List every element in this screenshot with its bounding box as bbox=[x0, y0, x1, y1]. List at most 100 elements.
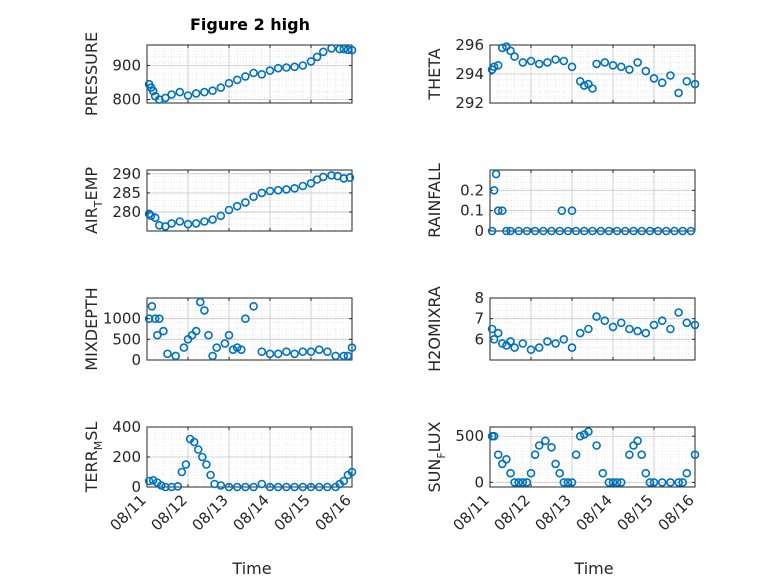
data-point bbox=[510, 52, 519, 61]
data-point bbox=[148, 86, 158, 96]
data-point bbox=[290, 349, 299, 359]
data-point bbox=[649, 478, 659, 487]
y-tick-label: 500 bbox=[112, 330, 141, 348]
data-point bbox=[298, 482, 308, 492]
data-point bbox=[657, 316, 667, 326]
data-point bbox=[616, 478, 626, 487]
x-tick-label: 08/15 bbox=[614, 491, 657, 534]
data-point bbox=[241, 198, 250, 207]
data-point bbox=[641, 66, 651, 76]
data-point bbox=[489, 62, 499, 72]
y-tick-label: 296 bbox=[455, 36, 484, 54]
data-point bbox=[641, 468, 651, 478]
data-point bbox=[290, 482, 299, 492]
x-tick-label: 08/14 bbox=[573, 491, 616, 534]
y-axis-label: H2OMIXRA bbox=[425, 286, 444, 372]
data-point bbox=[179, 343, 189, 352]
data-point bbox=[555, 468, 565, 478]
data-point bbox=[616, 62, 626, 72]
data-point bbox=[514, 478, 524, 487]
data-point bbox=[249, 301, 258, 311]
data-point bbox=[612, 226, 622, 236]
data-point bbox=[298, 181, 308, 191]
panel-sun-flux: 0 500 SUNFLUX08/1108/1208/1308/1408/1508/1… bbox=[425, 421, 700, 534]
panel-rainfall: 0 0.1 0.2 RAINFALL bbox=[425, 163, 696, 240]
data-point bbox=[196, 297, 205, 307]
data-point bbox=[571, 226, 581, 236]
x-tick-label: 08/13 bbox=[532, 491, 575, 534]
data-point bbox=[682, 468, 692, 478]
data-point bbox=[690, 79, 700, 89]
data-point bbox=[493, 61, 503, 70]
data-point bbox=[686, 226, 696, 236]
data-point bbox=[273, 482, 283, 492]
y-axis-label: PRESSURE bbox=[82, 32, 101, 116]
data-point bbox=[265, 482, 275, 492]
data-point bbox=[318, 172, 328, 182]
data-point bbox=[198, 452, 207, 462]
data-point bbox=[588, 84, 597, 93]
data-point bbox=[645, 478, 655, 487]
data-point bbox=[526, 345, 536, 355]
panel-pressure: 800 900 PRESSURE bbox=[82, 32, 357, 116]
y-tick-label: 900 bbox=[112, 56, 141, 74]
y-tick-label: 0 bbox=[131, 478, 141, 496]
data-point bbox=[579, 226, 589, 236]
data-point bbox=[237, 345, 246, 355]
major-grid bbox=[147, 170, 352, 231]
data-point bbox=[559, 334, 569, 344]
data-point bbox=[608, 478, 618, 487]
data-point bbox=[347, 343, 357, 352]
data-point bbox=[534, 441, 544, 450]
data-point bbox=[571, 450, 581, 460]
x-tick-label: 08/12 bbox=[491, 491, 534, 534]
data-point bbox=[323, 347, 332, 357]
data-point bbox=[541, 436, 550, 446]
data-point bbox=[616, 318, 626, 328]
data-point bbox=[575, 431, 585, 441]
data-point bbox=[584, 324, 593, 334]
axes-box bbox=[146, 297, 353, 361]
y-tick-label: 294 bbox=[455, 65, 484, 83]
data-point bbox=[147, 301, 157, 311]
data-point bbox=[204, 330, 213, 340]
data-point bbox=[592, 59, 601, 69]
axes-box bbox=[146, 169, 353, 232]
data-point bbox=[522, 226, 532, 236]
series-markers bbox=[144, 297, 357, 361]
data-point bbox=[637, 226, 647, 236]
panel-h2omixra: 6 7 8 H2OMIXRA bbox=[425, 286, 700, 372]
data-point bbox=[335, 44, 345, 54]
data-point bbox=[282, 347, 291, 357]
y-tick-label: 280 bbox=[112, 203, 141, 221]
data-point bbox=[579, 81, 589, 90]
data-point bbox=[183, 91, 193, 100]
data-point bbox=[563, 478, 573, 487]
data-point bbox=[241, 72, 250, 81]
data-point bbox=[551, 339, 560, 348]
data-point bbox=[175, 217, 185, 226]
y-axis-label: RAINFALL bbox=[425, 163, 444, 238]
data-point bbox=[543, 58, 552, 67]
data-point bbox=[306, 179, 316, 188]
data-point bbox=[314, 345, 324, 355]
data-point bbox=[559, 56, 569, 66]
series-markers bbox=[144, 434, 357, 492]
y-tick-label: 292 bbox=[455, 94, 484, 112]
data-point bbox=[625, 324, 634, 334]
x-tick-label: 08/12 bbox=[148, 491, 191, 534]
data-point bbox=[633, 436, 642, 446]
y-tick-label: 200 bbox=[112, 448, 141, 466]
data-point bbox=[265, 66, 275, 75]
data-point bbox=[249, 482, 258, 492]
data-point bbox=[530, 226, 540, 236]
data-point bbox=[487, 324, 497, 334]
data-point bbox=[208, 351, 217, 361]
data-point bbox=[216, 211, 226, 221]
data-point bbox=[670, 226, 679, 236]
data-point bbox=[161, 93, 170, 103]
y-axis-label: TERRMSL bbox=[82, 422, 105, 494]
data-point bbox=[522, 478, 532, 487]
data-point bbox=[265, 186, 275, 196]
data-point bbox=[257, 70, 267, 79]
